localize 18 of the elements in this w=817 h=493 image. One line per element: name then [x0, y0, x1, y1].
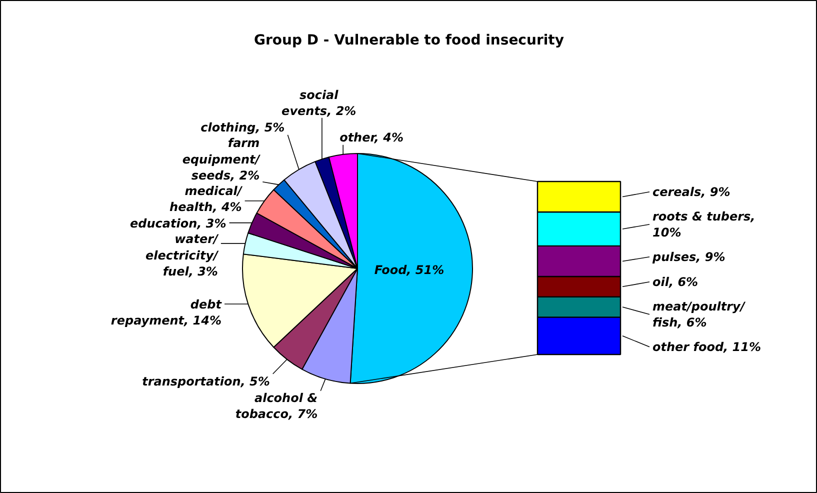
text: meat/poultry/fish, 6%: [652, 299, 745, 330]
text: pulses, 9%: [652, 250, 726, 264]
slice-label: water/electricity/fuel, 3%: [146, 232, 220, 278]
slice-label: clothing, 5%: [200, 120, 285, 134]
text: other food, 11%: [652, 340, 762, 354]
text: roots & tubers,: [652, 209, 756, 224]
text: oil, 6%: [652, 274, 698, 289]
data-label: 10%: [652, 225, 682, 240]
slice-label: Food, 51%: [374, 263, 444, 278]
slice-label: alcohol & tobacco, 7%: [235, 390, 318, 421]
slice-label: other, 4%: [340, 130, 404, 144]
slice-label: education, 3%: [130, 216, 226, 230]
text: cereals, 9%: [652, 184, 730, 199]
slice-label: medical/health, 4%: [170, 184, 244, 214]
slice-label: transportation, 5%: [142, 374, 270, 388]
slice-label: social events, 2%: [282, 88, 356, 118]
chart-title: Group D - Vulnerable to food insecurity: [254, 32, 564, 48]
slice-label: debt repayment, 14%: [110, 298, 223, 328]
